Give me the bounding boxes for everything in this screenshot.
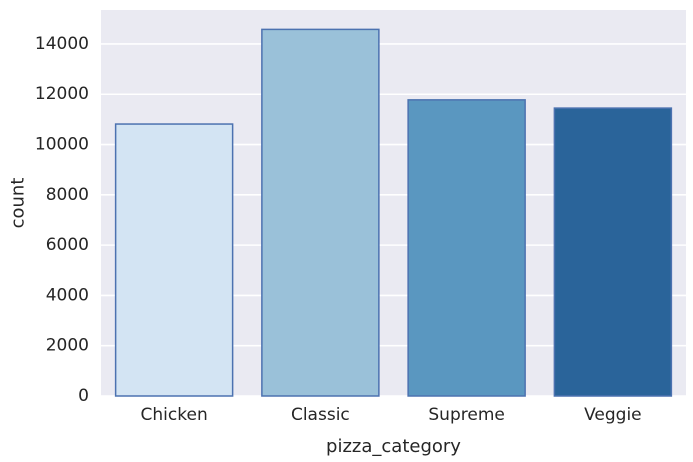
bar-chicken (114, 123, 234, 397)
y-tick-label: 0 (78, 386, 89, 406)
y-axis-label: count (8, 178, 29, 229)
y-tick-label: 10000 (35, 135, 89, 155)
x-tick-label: Supreme (428, 405, 504, 425)
bars (114, 28, 673, 397)
bar-classic (261, 28, 380, 397)
x-axis-label: pizza_category (326, 436, 461, 457)
y-tick-label: 6000 (46, 235, 89, 255)
x-tick-label: Veggie (584, 405, 642, 425)
x-tick-label: Classic (291, 405, 350, 425)
y-tick-labels: 0 2000 4000 6000 8000 10000 12000 14000 (35, 34, 89, 406)
y-tick-label: 8000 (46, 185, 89, 205)
y-tick-label: 14000 (35, 34, 89, 54)
x-tick-labels: Chicken Classic Supreme Veggie (141, 405, 642, 425)
y-tick-label: 12000 (35, 84, 89, 104)
bar-veggie (553, 107, 673, 397)
bar-supreme (407, 99, 526, 397)
y-tick-label: 4000 (46, 285, 89, 305)
y-tick-label: 2000 (46, 336, 89, 356)
x-tick-label: Chicken (141, 405, 208, 425)
